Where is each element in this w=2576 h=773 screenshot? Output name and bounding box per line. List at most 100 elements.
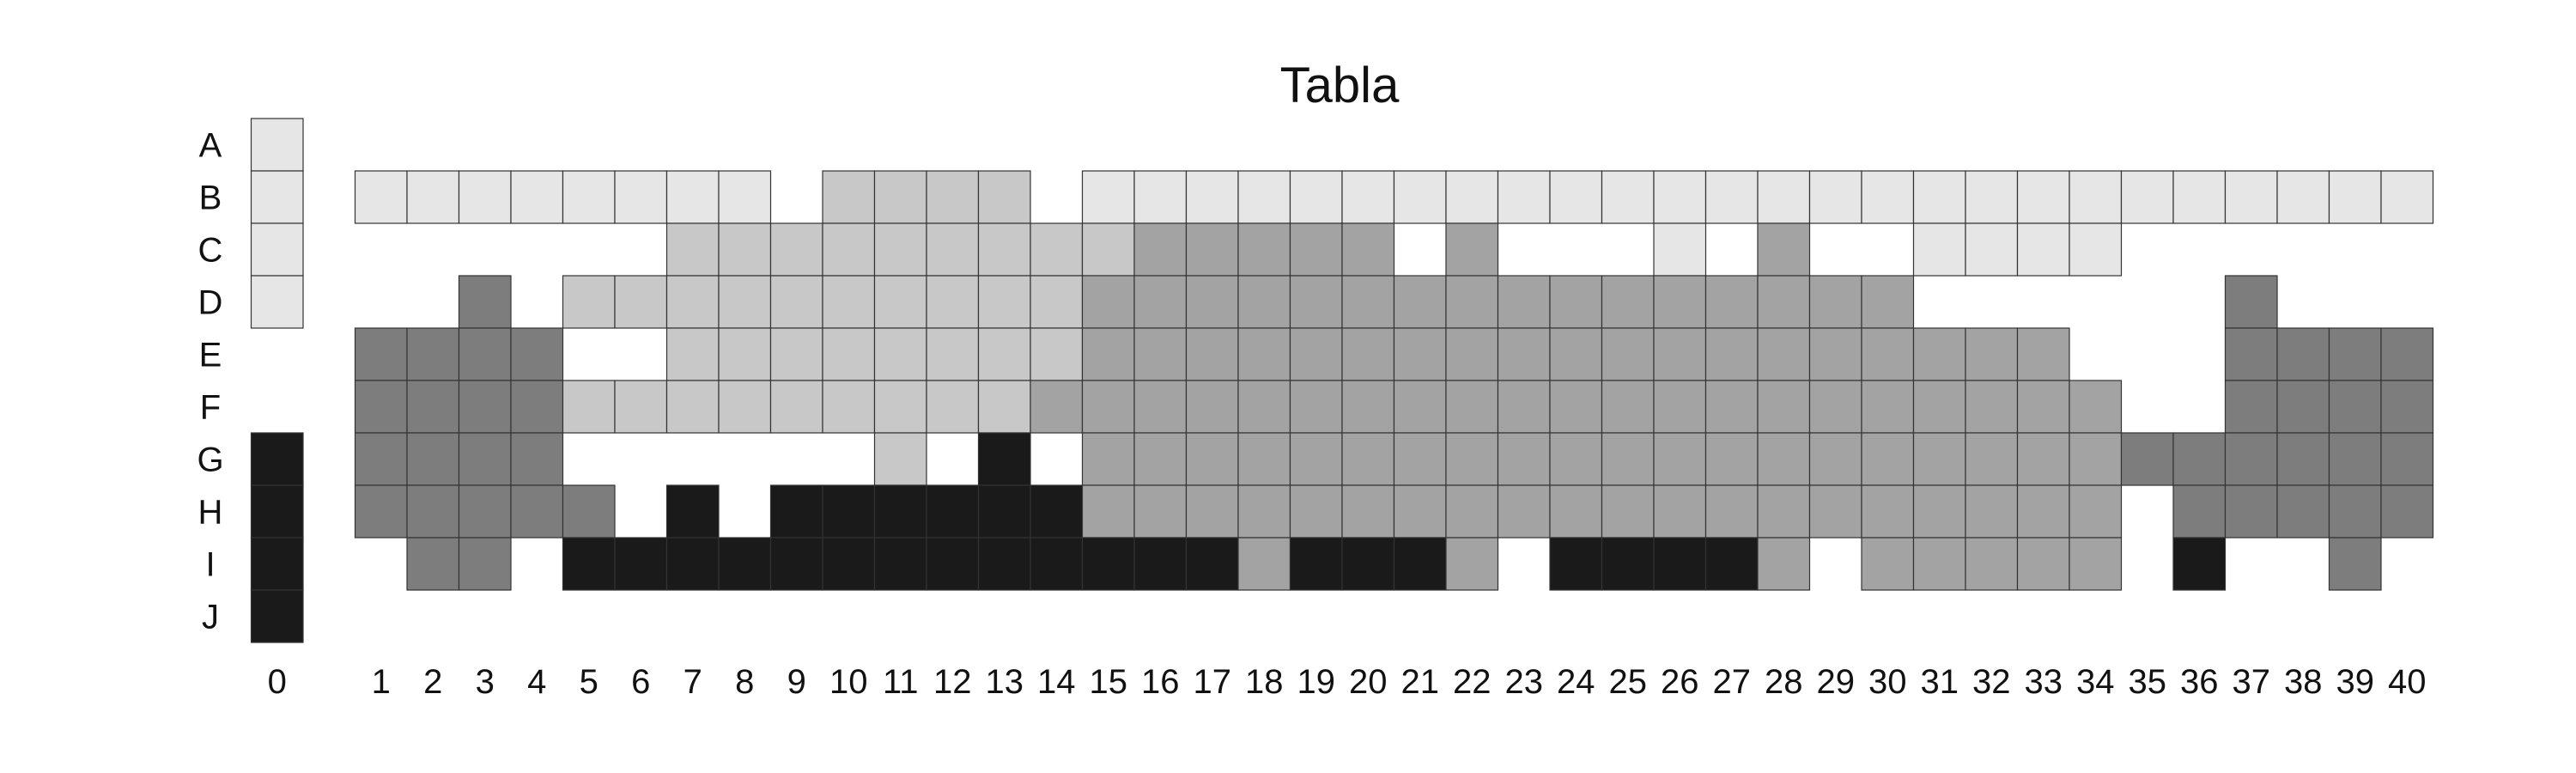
x-tick-label: 18 bbox=[1245, 663, 1284, 701]
x-tick-label: 5 bbox=[580, 663, 598, 701]
cell-B-35 bbox=[2120, 170, 2174, 224]
cell-C-22 bbox=[1445, 222, 1499, 277]
cell-F-24 bbox=[1549, 380, 1603, 434]
cell-B-0 bbox=[250, 170, 304, 224]
cell-B-37 bbox=[2224, 170, 2278, 224]
cell-E-28 bbox=[1757, 327, 1811, 381]
cell-B-21 bbox=[1393, 170, 1447, 224]
cell-I-20 bbox=[1341, 537, 1395, 591]
cell-C-12 bbox=[926, 222, 980, 277]
cell-I-27 bbox=[1704, 537, 1759, 591]
cell-H-7 bbox=[665, 484, 720, 539]
cell-F-11 bbox=[873, 380, 927, 434]
cell-D-19 bbox=[1289, 275, 1343, 329]
cell-E-31 bbox=[1912, 327, 1966, 381]
cell-D-10 bbox=[822, 275, 876, 329]
x-tick-label: 15 bbox=[1090, 663, 1128, 701]
cell-F-31 bbox=[1912, 380, 1966, 434]
cell-F-28 bbox=[1757, 380, 1811, 434]
cell-F-7 bbox=[665, 380, 720, 434]
cell-I-33 bbox=[2016, 537, 2070, 591]
cell-E-8 bbox=[718, 327, 772, 381]
cell-F-16 bbox=[1133, 380, 1188, 434]
cell-E-24 bbox=[1549, 327, 1603, 381]
x-tick-label: 14 bbox=[1037, 663, 1076, 701]
cell-C-31 bbox=[1912, 222, 1966, 277]
cell-H-0 bbox=[250, 484, 304, 539]
x-tick-label: 24 bbox=[1557, 663, 1595, 701]
cell-E-32 bbox=[1965, 327, 2019, 381]
cell-F-3 bbox=[458, 380, 512, 434]
x-tick-label: 17 bbox=[1194, 663, 1232, 701]
cell-B-1 bbox=[354, 170, 408, 224]
cell-I-9 bbox=[769, 537, 823, 591]
cell-G-31 bbox=[1912, 432, 1966, 486]
cell-B-13 bbox=[977, 170, 1031, 224]
cell-G-35 bbox=[2120, 432, 2174, 486]
x-tick-label: 31 bbox=[1921, 663, 1959, 701]
cell-E-39 bbox=[2328, 327, 2382, 381]
cell-D-24 bbox=[1549, 275, 1603, 329]
cell-B-10 bbox=[822, 170, 876, 224]
cell-F-9 bbox=[769, 380, 823, 434]
x-tick-label: 38 bbox=[2284, 663, 2323, 701]
cell-B-38 bbox=[2276, 170, 2330, 224]
cell-G-25 bbox=[1601, 432, 1655, 486]
cell-B-33 bbox=[2016, 170, 2070, 224]
cell-G-28 bbox=[1757, 432, 1811, 486]
cell-I-12 bbox=[926, 537, 980, 591]
cell-F-22 bbox=[1445, 380, 1499, 434]
cell-H-34 bbox=[2069, 484, 2123, 539]
cell-E-10 bbox=[822, 327, 876, 381]
cell-G-19 bbox=[1289, 432, 1343, 486]
cell-H-16 bbox=[1133, 484, 1188, 539]
cell-G-27 bbox=[1704, 432, 1759, 486]
cell-D-14 bbox=[1030, 275, 1084, 329]
x-tick-label: 21 bbox=[1401, 663, 1440, 701]
cell-G-38 bbox=[2276, 432, 2330, 486]
cell-C-11 bbox=[873, 222, 927, 277]
cell-G-36 bbox=[2172, 432, 2227, 486]
cell-H-9 bbox=[769, 484, 823, 539]
cell-G-0 bbox=[250, 432, 304, 486]
cell-F-20 bbox=[1341, 380, 1395, 434]
cell-D-3 bbox=[458, 275, 512, 329]
cell-F-14 bbox=[1030, 380, 1084, 434]
cell-H-30 bbox=[1861, 484, 1915, 539]
cell-B-36 bbox=[2172, 170, 2227, 224]
cell-I-13 bbox=[977, 537, 1031, 591]
cell-H-14 bbox=[1030, 484, 1084, 539]
cell-A-0 bbox=[250, 118, 304, 172]
cell-B-32 bbox=[1965, 170, 2019, 224]
cell-G-18 bbox=[1237, 432, 1291, 486]
cell-B-39 bbox=[2328, 170, 2382, 224]
cell-D-22 bbox=[1445, 275, 1499, 329]
cell-I-15 bbox=[1081, 537, 1135, 591]
cell-E-1 bbox=[354, 327, 408, 381]
x-tick-label: 19 bbox=[1297, 663, 1336, 701]
cell-B-19 bbox=[1289, 170, 1343, 224]
cell-D-18 bbox=[1237, 275, 1291, 329]
y-tick-label: H bbox=[198, 494, 223, 532]
cell-C-15 bbox=[1081, 222, 1135, 277]
cell-B-3 bbox=[458, 170, 512, 224]
cell-C-0 bbox=[250, 222, 304, 277]
cell-D-9 bbox=[769, 275, 823, 329]
cell-G-33 bbox=[2016, 432, 2070, 486]
cell-G-26 bbox=[1653, 432, 1707, 486]
cell-H-36 bbox=[2172, 484, 2227, 539]
cell-F-15 bbox=[1081, 380, 1135, 434]
cell-D-37 bbox=[2224, 275, 2278, 329]
cell-H-26 bbox=[1653, 484, 1707, 539]
cell-E-13 bbox=[977, 327, 1031, 381]
cell-H-13 bbox=[977, 484, 1031, 539]
cell-E-2 bbox=[406, 327, 460, 381]
cell-B-25 bbox=[1601, 170, 1655, 224]
cell-E-33 bbox=[2016, 327, 2070, 381]
cell-H-4 bbox=[510, 484, 564, 539]
x-tick-label: 36 bbox=[2180, 663, 2219, 701]
cell-C-20 bbox=[1341, 222, 1395, 277]
x-tick-label: 29 bbox=[1817, 663, 1856, 701]
x-tick-labels: 0 1 2 3 4 5 6 7 8 9 10 11 12 13 14 15 16 17 18 19 20 21 22 23 24… bbox=[268, 663, 2427, 701]
